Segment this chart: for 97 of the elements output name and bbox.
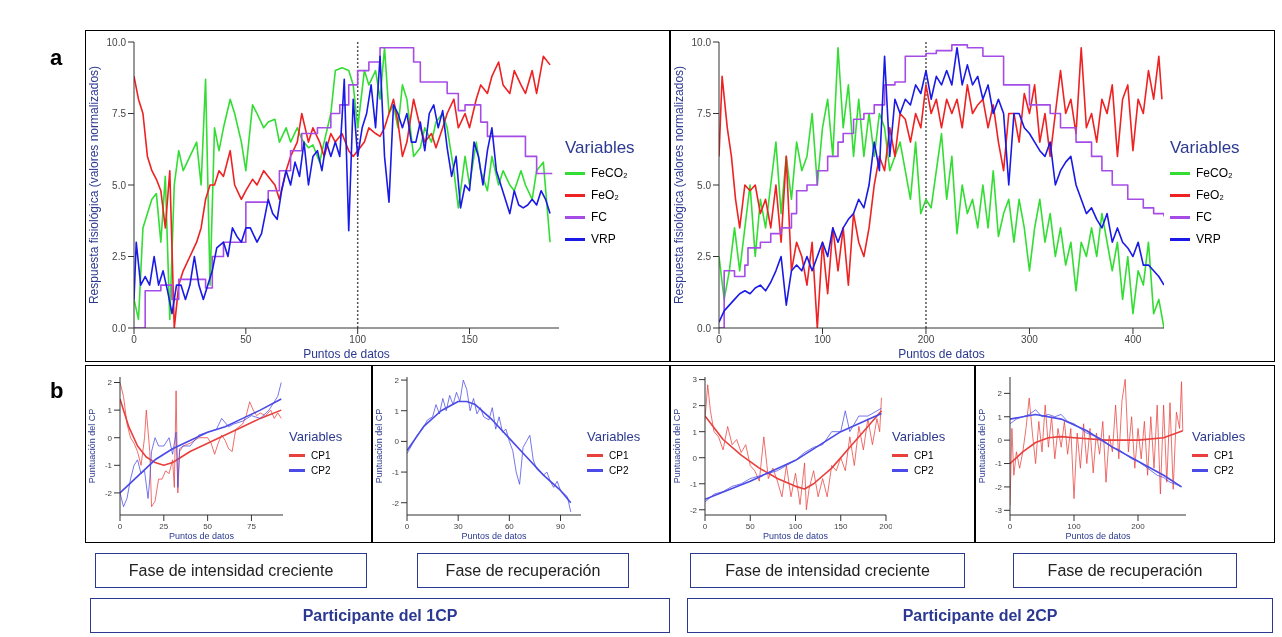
y-tick-label: 0 [997,435,1003,445]
y-tick-label: 1 [692,427,698,437]
y-tick-label: -1 [994,459,1003,469]
x-tick-label: 0 [1007,521,1013,531]
x-tick-label: 30 [453,521,464,531]
x-axis-title: Puntos de datos [1065,531,1132,541]
y-tick-label: 2 [997,389,1003,399]
x-tick-label: 150 [834,521,848,531]
y-axis-title: Puntuación del CP [977,408,988,484]
legend-label: FC [591,210,607,224]
x-axis-title: Puntos de datos [168,531,235,541]
legend-label: FeO₂ [1196,188,1224,202]
legend-title: Variables [587,428,642,444]
x-tick-label: 50 [203,521,213,531]
legend-title: Variables [1170,138,1241,158]
y-tick-label: 5.0 [112,179,127,191]
legend-title: Variables [289,428,344,444]
text: Participante del 1CP [90,598,670,633]
y-axis-title: Puntuación del CP [672,408,683,484]
legend-title: Variables [565,138,636,158]
x-tick-label: 100 [1067,521,1082,531]
y-tick-label: -1 [391,467,400,477]
y-tick-label: 2.5 [697,251,712,263]
x-axis-title: Puntos de datos [762,531,829,541]
legend-label: CP1 [311,449,331,461]
y-axis-title: Puntuación del CP [374,408,385,484]
y-tick-label: -2 [391,498,400,508]
x-tick-label: 25 [159,521,169,531]
x-axis-title: Puntos de datos [898,347,985,361]
legend-title: Variables [892,428,947,444]
legend-label: FC [1196,210,1212,224]
x-tick-label: 90 [556,521,566,531]
x-tick-label: 0 [404,521,410,531]
x-tick-label: 100 [349,334,367,346]
y-tick-label: -1 [104,461,113,471]
x-tick-label: 400 [1124,334,1142,346]
y-tick-label: 10.0 [691,36,712,48]
x-tick-label: 50 [240,334,252,346]
y-tick-label: 2 [107,378,113,388]
x-axis-title: Puntos de datos [303,347,390,361]
y-tick-label: -1 [689,479,698,489]
y-tick-label: -2 [104,488,113,498]
legend-title: Variables [1192,428,1247,444]
x-tick-label: 100 [788,521,803,531]
text: b [50,377,65,405]
legend-label: CP2 [609,464,629,476]
y-tick-label: 0.0 [697,322,712,334]
x-tick-label: 50 [745,521,756,531]
legend-label: VRP [591,232,616,246]
y-tick-label: 5.0 [697,179,712,191]
y-tick-label: -2 [689,505,698,515]
legend-label: CP2 [914,464,934,476]
legend-label: FeCO₂ [591,166,628,180]
y-tick-label: 7.5 [697,108,712,120]
text: Fase de recuperación [417,553,629,588]
x-tick-label: 200 [879,521,894,531]
x-tick-label: 150 [461,334,479,346]
y-tick-label: 1 [394,406,400,416]
x-tick-label: 300 [1021,334,1039,346]
x-tick-label: 75 [247,521,257,531]
x-tick-label: 200 [917,334,935,346]
text: Fase de intensidad creciente [95,553,367,588]
legend-label: CP1 [609,449,629,461]
y-tick-label: 1 [997,412,1003,422]
y-tick-label: 0 [692,453,698,463]
y-tick-label: 2 [692,401,698,411]
legend-label: VRP [1196,232,1221,246]
y-axis-title: Respuesta fisiológica (valores normalizados) [672,65,687,305]
y-tick-label: 2.5 [112,251,127,263]
text: Participante del 2CP [687,598,1273,633]
x-tick-label: 0 [131,334,138,346]
text: Fase de intensidad creciente [690,553,965,588]
y-axis-title: Respuesta fisiológica (valores normalizados) [87,65,102,305]
x-tick-label: 60 [504,521,515,531]
x-tick-label: 100 [814,334,832,346]
x-axis-title: Puntos de datos [461,531,528,541]
y-tick-label: 0 [107,433,113,443]
y-tick-label: 3 [692,375,698,385]
legend-label: CP1 [1214,449,1234,461]
y-tick-label: 0.0 [112,322,127,334]
legend-label: CP2 [1214,464,1234,476]
y-tick-label: 1 [107,405,113,415]
legend-label: CP1 [914,449,934,461]
y-tick-label: 0 [394,437,400,447]
y-tick-label: 2 [394,375,400,385]
y-tick-label: -3 [994,506,1003,516]
y-tick-label: 7.5 [112,108,127,120]
y-tick-label: -2 [994,482,1003,492]
text: Fase de recuperación [1013,553,1237,588]
y-axis-title: Puntuación del CP [87,408,98,484]
x-tick-label: 200 [1131,521,1146,531]
legend-label: FeCO₂ [1196,166,1233,180]
x-tick-label: 0 [716,334,723,346]
legend-label: CP2 [311,464,331,476]
text: a [50,44,64,72]
legend-label: FeO₂ [591,188,619,202]
y-tick-label: 10.0 [106,36,127,48]
